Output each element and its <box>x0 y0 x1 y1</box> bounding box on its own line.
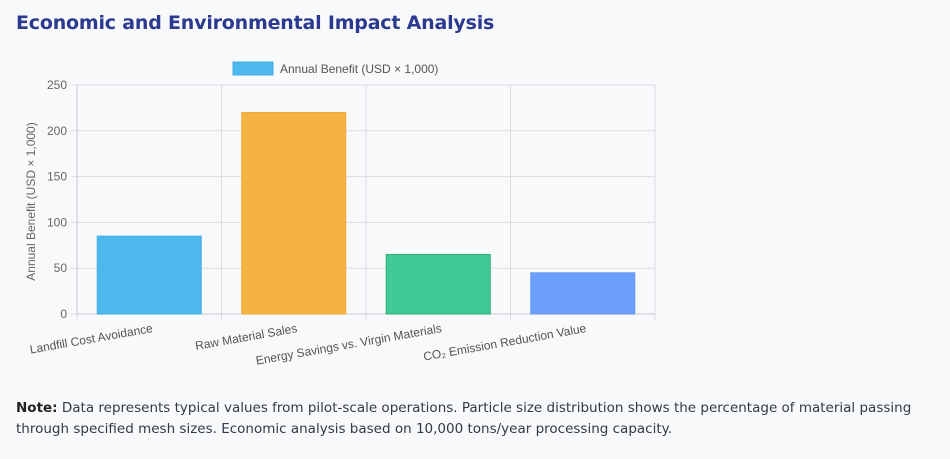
legend-swatch <box>232 61 274 76</box>
bar-1 <box>96 235 202 315</box>
y-tick-label: 50 <box>54 261 68 275</box>
y-tick-label: 250 <box>47 78 67 92</box>
footnote: Note: Data represents typical values fro… <box>16 398 916 440</box>
bar-3 <box>385 253 491 315</box>
y-axis-title: Annual Benefit (USD × 1,000) <box>24 122 38 280</box>
y-tick-label: 150 <box>47 170 67 184</box>
page-title: Economic and Environmental Impact Analys… <box>16 12 495 34</box>
note-label: Note: <box>16 400 58 416</box>
y-tick-label: 0 <box>60 307 67 321</box>
x-tick-label: Landfill Cost Avoidance <box>29 321 154 356</box>
y-tick-label: 100 <box>47 215 67 229</box>
bar-4 <box>530 272 636 315</box>
legend-label: Annual Benefit (USD × 1,000) <box>280 62 438 76</box>
bar-2 <box>241 111 347 315</box>
y-tick-label: 200 <box>47 124 67 138</box>
note-text: Data represents typical values from pilo… <box>16 400 912 437</box>
x-tick-label: CO₂ Emission Reduction Value <box>422 321 587 364</box>
